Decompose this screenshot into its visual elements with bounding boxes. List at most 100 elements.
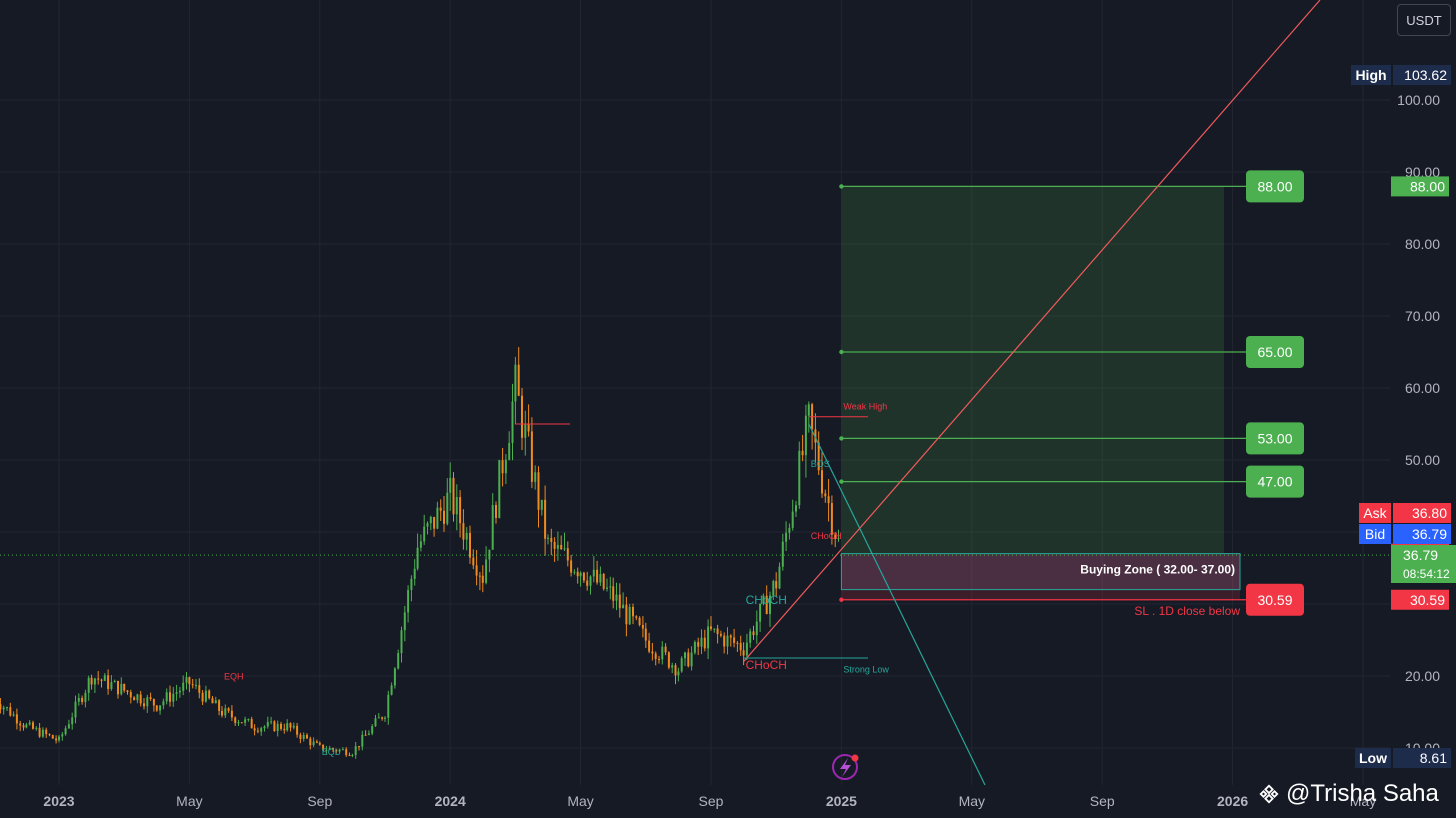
- candle-body: [74, 701, 77, 718]
- candle-body: [315, 741, 318, 743]
- x-tick-label: Sep: [699, 793, 724, 809]
- candle-body: [785, 532, 788, 542]
- candle-body: [495, 505, 497, 518]
- candle-body: [273, 721, 276, 732]
- candle-body: [32, 722, 34, 729]
- candle-body: [436, 507, 439, 529]
- candle-body: [234, 717, 237, 723]
- candle-body: [671, 665, 674, 668]
- flash-bolt: [840, 758, 851, 777]
- low-label: Low: [1359, 750, 1387, 766]
- candle-body: [589, 576, 592, 586]
- x-tick-label: May: [959, 793, 985, 809]
- candle-body: [38, 727, 41, 737]
- time-axis[interactable]: 2023 May Sep 2024 May Sep 2025 May Sep 2026 May: [43, 793, 1376, 809]
- x-tick-label: May: [567, 793, 593, 809]
- candle-body: [769, 595, 771, 615]
- candle-body: [560, 544, 563, 550]
- candle-body: [429, 516, 432, 524]
- candle-body: [6, 707, 8, 709]
- candle-body: [260, 728, 263, 732]
- candle-body: [90, 677, 93, 685]
- candle-body: [143, 703, 145, 707]
- candle-body: [684, 652, 686, 659]
- candle-body: [821, 470, 823, 494]
- candle-body: [230, 710, 233, 718]
- candle-body: [204, 690, 207, 702]
- currency-button[interactable]: USDT: [1397, 4, 1451, 36]
- y-tick-label: 70.00: [1405, 308, 1440, 324]
- candle-body: [256, 730, 259, 732]
- candle-body: [270, 721, 273, 723]
- candle-body: [103, 675, 106, 681]
- target-pill: [1246, 422, 1304, 455]
- high-label-bg: [1351, 65, 1391, 85]
- teal-trendline: [808, 423, 986, 786]
- candle-body: [120, 683, 123, 695]
- candle-body: [413, 568, 416, 579]
- candle-body: [602, 573, 605, 589]
- candle-body: [149, 697, 152, 699]
- x-tick-label: 2024: [435, 793, 466, 809]
- candle-body: [759, 603, 762, 622]
- candle-body: [341, 749, 344, 751]
- candle-body: [110, 682, 113, 689]
- stop-axis-value-bg: [1391, 589, 1449, 610]
- low-value: 8.61: [1420, 750, 1447, 766]
- candle-body: [745, 642, 748, 656]
- candle-body: [117, 680, 119, 695]
- candle-body: [641, 625, 644, 629]
- candle-body: [28, 722, 31, 725]
- candle-body: [651, 651, 654, 654]
- candle-body: [253, 728, 256, 731]
- target-axis-value-bg: [1391, 176, 1449, 197]
- candle-body: [19, 723, 22, 726]
- candle-body: [201, 692, 204, 702]
- candle-body: [778, 566, 781, 589]
- flash-icon[interactable]: [832, 754, 859, 780]
- candle-body: [658, 658, 660, 660]
- candle-body: [697, 642, 700, 647]
- candle-body: [739, 643, 742, 651]
- candle-body: [22, 725, 25, 728]
- candle-body: [318, 742, 321, 745]
- candle-body: [71, 717, 74, 725]
- trade-zones: [840, 186, 1241, 600]
- candle-body: [263, 726, 266, 729]
- candle-body: [302, 734, 305, 739]
- candle-body: [175, 692, 178, 694]
- candle-body: [648, 640, 651, 652]
- candle-body: [644, 628, 647, 641]
- candle-body: [824, 493, 827, 497]
- candle-body: [622, 604, 625, 609]
- profit-zone: [841, 186, 1224, 554]
- candle-body: [544, 499, 547, 539]
- candle-body: [632, 606, 634, 617]
- candle-body: [361, 734, 364, 747]
- trade-lines: 88.00 65.00 53.00 47.00 30.59 SL . 1D close b…: [0, 0, 1390, 786]
- candle-body: [423, 526, 426, 542]
- candle-body: [416, 547, 419, 569]
- candle-body: [354, 746, 357, 755]
- bid-value-bg: [1393, 524, 1451, 544]
- candle-body: [322, 744, 325, 751]
- candle-body: [384, 717, 386, 719]
- smc-label: BOS: [811, 459, 830, 469]
- target-pill: [1246, 465, 1304, 498]
- candle-body: [387, 694, 390, 718]
- candle-body: [491, 505, 494, 550]
- candle-body: [345, 749, 348, 756]
- target-pill-label: 47.00: [1257, 474, 1292, 490]
- x-tick-label: May: [1350, 793, 1376, 809]
- candle-body: [707, 626, 710, 649]
- candle-body: [113, 680, 116, 683]
- candle-body: [469, 533, 471, 558]
- candle-body: [87, 677, 90, 693]
- candle-body: [276, 723, 279, 732]
- candle-body: [687, 652, 690, 667]
- candle-body: [81, 697, 84, 703]
- candle-body: [332, 748, 334, 750]
- candle-body: [371, 726, 374, 734]
- candle-body: [221, 710, 223, 716]
